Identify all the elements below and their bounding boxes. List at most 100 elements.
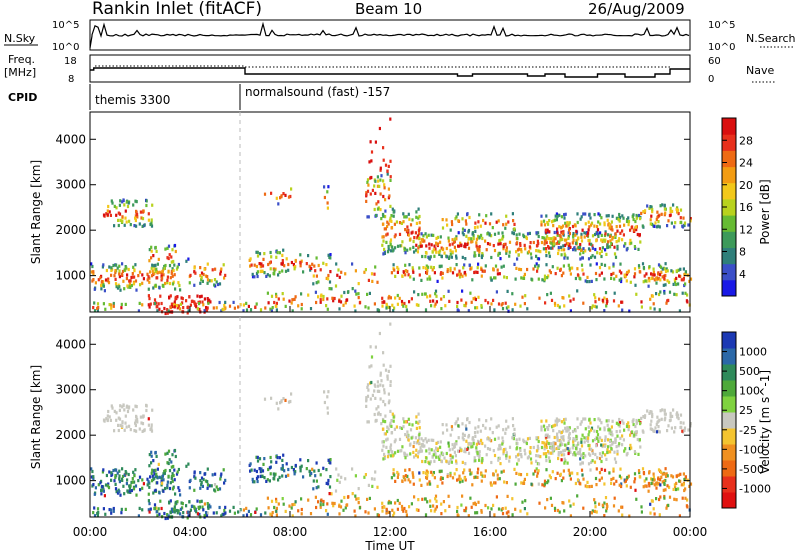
velocity-cell bbox=[275, 513, 278, 517]
power-cell bbox=[511, 308, 514, 312]
velocity-cell bbox=[176, 470, 179, 474]
velocity-cell bbox=[365, 396, 368, 400]
velocity-cell bbox=[181, 506, 184, 510]
power-cell bbox=[626, 270, 629, 275]
velocity-cell bbox=[637, 452, 640, 456]
velocity-cell bbox=[568, 471, 571, 475]
power-cell bbox=[604, 239, 607, 243]
power-cell bbox=[676, 208, 680, 212]
velocity-cell bbox=[413, 455, 416, 459]
velocity-cell bbox=[160, 483, 163, 487]
power-cell bbox=[526, 307, 529, 311]
velocity-cell bbox=[576, 494, 579, 498]
power-cell bbox=[102, 213, 106, 217]
velocity-cell bbox=[657, 429, 660, 433]
power-cell bbox=[210, 279, 213, 283]
power-cell bbox=[539, 250, 542, 254]
power-cell bbox=[557, 246, 560, 250]
velocity-cell bbox=[417, 451, 420, 455]
power-cell bbox=[302, 270, 305, 274]
power-cell bbox=[600, 254, 603, 259]
power-cell bbox=[280, 195, 283, 199]
velocity-cell bbox=[434, 497, 437, 501]
velocity-cell bbox=[287, 467, 290, 472]
power-cell bbox=[266, 273, 269, 277]
velocity-cell bbox=[665, 472, 668, 476]
power-cell bbox=[157, 257, 160, 261]
velocity-cell bbox=[215, 485, 218, 489]
power-cell bbox=[179, 302, 182, 306]
power-cell bbox=[528, 245, 531, 249]
power-cell bbox=[270, 191, 273, 195]
velocity-cell bbox=[425, 449, 428, 453]
power-cell bbox=[562, 296, 565, 300]
power-cell bbox=[636, 232, 639, 237]
colorbar-frame bbox=[721, 331, 737, 509]
velocity-cell bbox=[576, 417, 579, 421]
velocity-cell bbox=[386, 429, 389, 434]
power-cell bbox=[562, 230, 565, 234]
power-cell bbox=[384, 215, 387, 219]
power-cell bbox=[580, 215, 583, 219]
power-cell bbox=[674, 221, 677, 225]
velocity-cell bbox=[476, 451, 479, 455]
velocity-cell bbox=[108, 415, 111, 419]
velocity-cell bbox=[425, 440, 428, 444]
velocity-cell bbox=[564, 417, 567, 421]
velocity-cell bbox=[618, 474, 621, 478]
velocity-cell bbox=[141, 478, 144, 482]
velocity-cell bbox=[521, 500, 524, 504]
velocity-cell bbox=[631, 430, 634, 434]
power-cell bbox=[470, 237, 473, 241]
velocity-cell bbox=[587, 433, 590, 437]
velocity-cell bbox=[437, 455, 440, 459]
velocity-cell bbox=[641, 467, 645, 471]
power-cell bbox=[203, 309, 206, 313]
power-cell bbox=[614, 255, 618, 259]
power-cell bbox=[523, 302, 526, 306]
cpid-panel: CPID themis 3300 normalsound (fast) -157 bbox=[8, 84, 390, 110]
power-cell bbox=[127, 267, 130, 272]
power-cell bbox=[404, 269, 407, 273]
velocity-cell bbox=[433, 509, 436, 513]
velocity-cell bbox=[626, 475, 629, 480]
velocity-cell bbox=[376, 412, 380, 416]
velocity-cell bbox=[501, 507, 504, 511]
velocity-cell bbox=[546, 498, 549, 502]
velocity-cell bbox=[208, 503, 211, 507]
power-cell bbox=[323, 185, 326, 189]
power-cell bbox=[433, 244, 436, 248]
power-cell bbox=[201, 300, 204, 304]
power-cell bbox=[678, 274, 681, 278]
power-cell bbox=[540, 220, 543, 224]
power-cell bbox=[614, 232, 617, 236]
velocity-cell bbox=[507, 425, 510, 429]
velocity-cell bbox=[501, 442, 504, 446]
velocity-cell bbox=[579, 448, 582, 452]
power-cell bbox=[502, 247, 505, 251]
velocity-cell bbox=[450, 460, 453, 464]
velocity-cell bbox=[174, 492, 177, 496]
power-cell bbox=[370, 175, 373, 180]
power-cell bbox=[398, 232, 402, 236]
velocity-cell bbox=[169, 499, 172, 503]
velocity-cell bbox=[277, 407, 280, 411]
nsearch-tick-high: 10^5 bbox=[708, 20, 735, 31]
velocity-cell bbox=[275, 497, 278, 501]
velocity-cell bbox=[606, 423, 609, 427]
velocity-cell bbox=[578, 481, 581, 485]
power-cell bbox=[202, 272, 205, 277]
power-cell bbox=[149, 302, 152, 306]
power-cell bbox=[629, 238, 632, 242]
velocity-cell bbox=[455, 440, 458, 444]
velocity-cell bbox=[401, 445, 404, 449]
power-cell bbox=[335, 262, 338, 266]
power-cell bbox=[453, 240, 456, 244]
velocity-cell bbox=[553, 423, 557, 427]
velocity-cell bbox=[537, 469, 540, 473]
power-cell bbox=[124, 216, 127, 220]
velocity-cell bbox=[433, 449, 436, 453]
power-cell bbox=[612, 264, 615, 268]
power-cell bbox=[290, 260, 293, 265]
power-cell bbox=[579, 243, 582, 247]
